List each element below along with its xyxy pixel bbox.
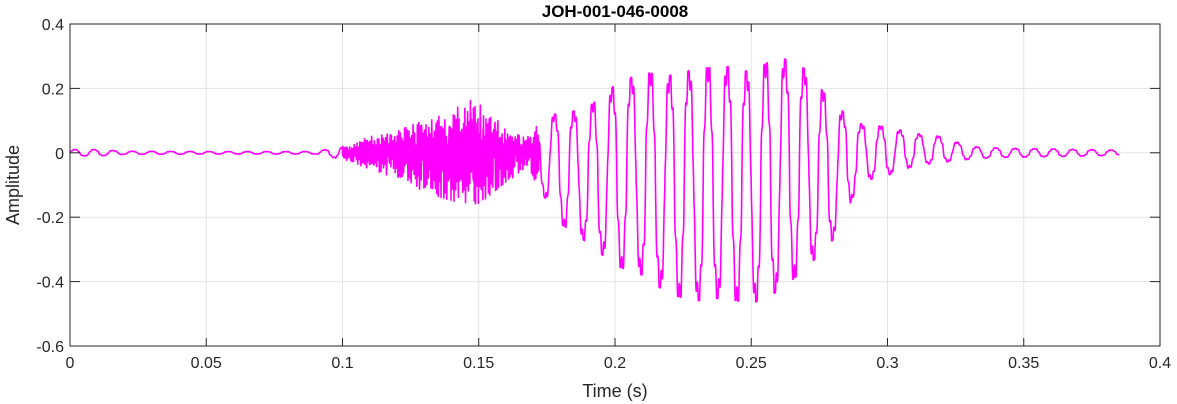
y-tick-label: 0 [55, 146, 64, 163]
x-tick-label: 0.2 [604, 355, 626, 372]
waveform-series [69, 58, 1120, 303]
y-tick-label: 0.4 [42, 17, 64, 34]
y-tick-label: -0.6 [36, 339, 64, 356]
x-tick-label: 0.25 [736, 355, 767, 372]
chart-title: JOH-001-046-0008 [542, 2, 688, 21]
x-tick-label: 0.4 [1149, 355, 1171, 372]
x-axis-ticks: 0 0.05 0.1 0.15 0.2 0.25 0.3 0.35 0.4 [66, 24, 1171, 372]
y-axis-label: Amplitude [3, 145, 23, 225]
waveform-line [69, 58, 1120, 303]
x-tick-label: 0.1 [331, 355, 353, 372]
x-axis-label: Time (s) [582, 381, 647, 401]
x-tick-label: 0.05 [191, 355, 222, 372]
x-tick-label: 0.3 [876, 355, 898, 372]
x-tick-label: 0 [66, 355, 75, 372]
y-tick-label: -0.4 [36, 275, 64, 292]
y-axis-ticks: -0.6 -0.4 -0.2 0 0.2 0.4 [36, 17, 1160, 356]
x-tick-label: 0.15 [463, 355, 494, 372]
y-tick-label: 0.2 [42, 81, 64, 98]
x-tick-label: 0.35 [1008, 355, 1039, 372]
y-tick-label: -0.2 [36, 210, 64, 227]
